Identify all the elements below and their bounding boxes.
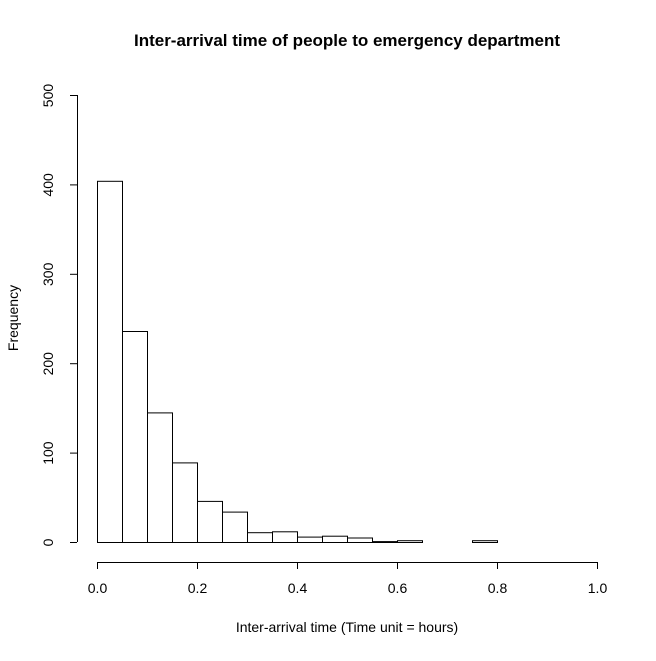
- chart-title: Inter-arrival time of people to emergenc…: [134, 31, 560, 50]
- x-axis-label: Inter-arrival time (Time unit = hours): [236, 619, 458, 635]
- x-tick-label-2: 0.4: [288, 580, 308, 596]
- histogram-bar-10: [347, 537, 373, 543]
- x-tick-label-0: 0.0: [88, 580, 108, 596]
- y-tick-label-2: 200: [40, 352, 56, 376]
- y-tick-label-1: 100: [40, 441, 56, 465]
- y-tick-label-4: 400: [40, 173, 56, 197]
- histogram-bar-0: [97, 180, 123, 544]
- histogram-bar-3: [172, 462, 198, 543]
- y-axis-label: Frequency: [5, 285, 21, 351]
- histogram-bar-15: [472, 540, 498, 544]
- x-tick-label-1: 0.2: [188, 580, 208, 596]
- histogram-bar-2: [147, 412, 173, 543]
- histogram-bar-8: [297, 536, 323, 543]
- histogram-bar-1: [122, 331, 148, 543]
- histogram-bar-5: [222, 511, 248, 543]
- histogram-bar-4: [197, 500, 223, 543]
- y-tick-label-5: 500: [40, 84, 56, 108]
- bars-layer: [97, 180, 498, 544]
- y-tick-label-3: 300: [40, 262, 56, 286]
- histogram-bar-6: [247, 532, 273, 544]
- histogram-bar-9: [322, 535, 348, 544]
- histogram-bar-7: [272, 531, 298, 543]
- histogram-bar-12: [397, 540, 423, 544]
- x-axis: 0.0 0.2 0.4 0.6 0.8 1.0: [88, 562, 608, 596]
- x-tick-label-3: 0.6: [388, 580, 408, 596]
- x-tick-label-5: 1.0: [588, 580, 608, 596]
- y-axis: 0 100 200 300 400 500: [40, 84, 78, 546]
- y-tick-label-0: 0: [40, 538, 56, 546]
- x-tick-label-4: 0.8: [488, 580, 508, 596]
- histogram-bar-11: [372, 541, 398, 543]
